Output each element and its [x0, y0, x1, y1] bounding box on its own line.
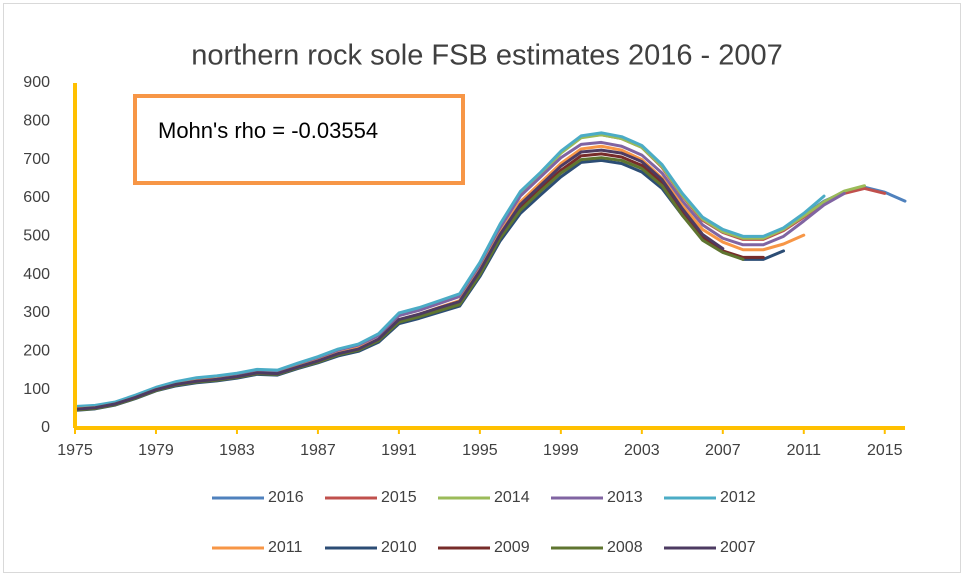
- x-tick-label: 2007: [705, 442, 741, 459]
- y-tick-label: 700: [23, 151, 50, 168]
- annotation-box: [133, 94, 465, 185]
- legend-label: 2016: [268, 489, 304, 506]
- legend-label: 2009: [494, 539, 530, 556]
- y-tick-label: 500: [23, 228, 50, 245]
- series-line: [73, 131, 826, 409]
- x-tick-label: 1987: [300, 442, 336, 459]
- x-tick-label: 2015: [867, 442, 903, 459]
- legend-label: 2013: [607, 489, 643, 506]
- y-tick-label: 200: [23, 343, 50, 360]
- legend-label: 2012: [720, 489, 756, 506]
- x-tick-label: 1995: [462, 442, 498, 459]
- legend-label: 2014: [494, 489, 530, 506]
- legend-label: 2007: [720, 539, 756, 556]
- x-tick-label: 1979: [138, 442, 174, 459]
- x-tick-label: 1975: [57, 442, 93, 459]
- x-tick-label: 2003: [624, 442, 660, 459]
- x-tick-label: 1999: [543, 442, 579, 459]
- chart-border: [3, 3, 961, 573]
- annotation: Mohn's rho = -0.03554: [158, 118, 378, 143]
- y-tick-label: 800: [23, 113, 50, 130]
- y-tick-label: 600: [23, 189, 50, 206]
- y-tick-label: 300: [23, 304, 50, 321]
- legend-label: 2011: [268, 539, 303, 556]
- x-tick-label: 1991: [381, 442, 417, 459]
- y-tick-label: 900: [23, 74, 50, 91]
- x-tick-label: 2011: [787, 442, 822, 459]
- y-tick-label: 100: [23, 381, 50, 398]
- chart-title: northern rock sole FSB estimates 2016 - …: [191, 40, 783, 72]
- y-tick-label: 0: [41, 419, 50, 436]
- legend-label: 2010: [381, 539, 417, 556]
- x-tick-label: 1983: [219, 442, 255, 459]
- y-tick-label: 400: [23, 266, 50, 283]
- series-line: [73, 148, 725, 411]
- legend-label: 2015: [381, 489, 417, 506]
- legend-label: 2008: [607, 539, 643, 556]
